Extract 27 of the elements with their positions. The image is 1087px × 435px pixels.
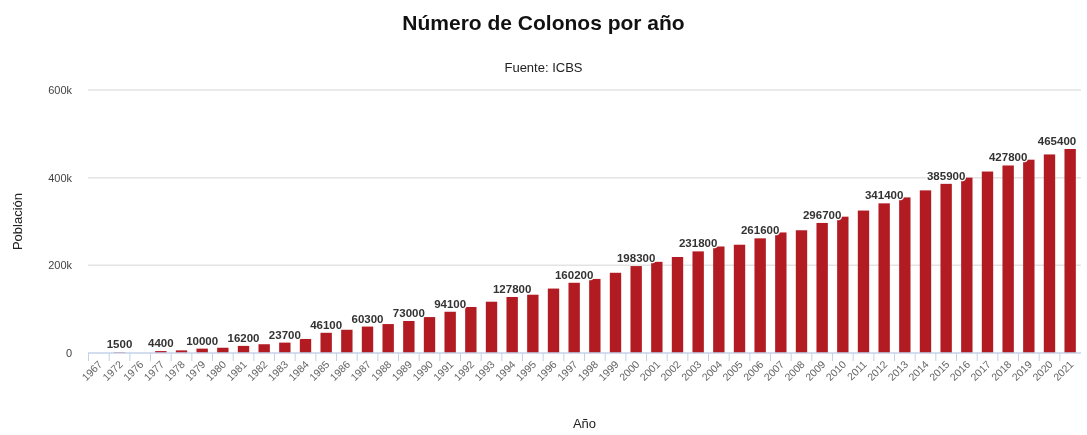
data-label: 60300 xyxy=(351,312,384,325)
data-label: 465400 xyxy=(1037,135,1077,147)
data-label: 385900 xyxy=(926,169,966,182)
data-label: 23700 xyxy=(268,328,301,341)
data-label: 1500 xyxy=(106,338,133,351)
data-label: 261600 xyxy=(740,224,780,237)
data-label: 16200 xyxy=(227,331,260,344)
data-label: 160200 xyxy=(554,268,594,281)
y-axis-title: Población xyxy=(10,192,25,251)
chart-subtitle: Fuente: ICBS xyxy=(504,60,583,75)
data-label: 231800 xyxy=(678,237,718,250)
data-label: 94100 xyxy=(434,297,467,310)
y-tick-label: 0 xyxy=(65,346,72,359)
data-label: 4400 xyxy=(148,337,174,350)
data-label: 127800 xyxy=(492,282,532,295)
data-label: 73000 xyxy=(392,307,425,319)
data-label: 427800 xyxy=(988,151,1028,164)
x-axis-title: Año xyxy=(572,416,597,431)
data-label: 341400 xyxy=(864,189,904,202)
data-label: 296700 xyxy=(802,208,842,221)
y-tick-label: 200k xyxy=(48,259,73,272)
y-tick-label: 400k xyxy=(48,171,73,184)
data-label: 10000 xyxy=(186,334,219,347)
data-label: 46100 xyxy=(310,318,343,331)
y-tick-label: 600k xyxy=(48,83,73,96)
data-label: 198300 xyxy=(616,252,656,265)
chart-title: Número de Colonos por año xyxy=(402,11,685,34)
